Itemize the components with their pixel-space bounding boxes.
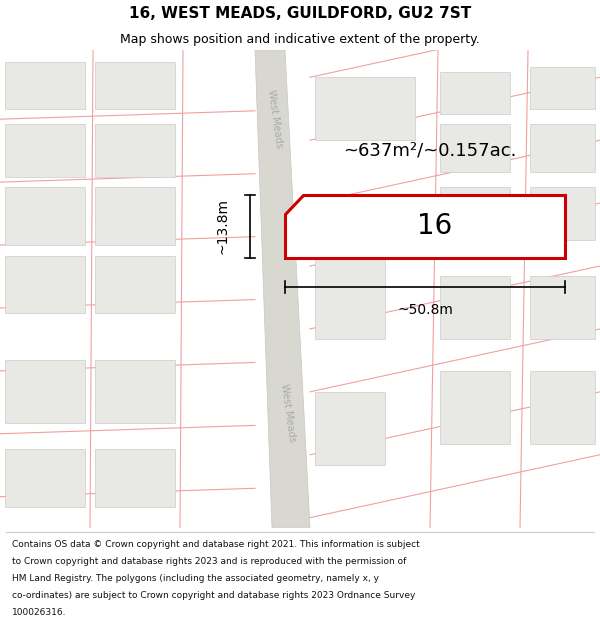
Bar [5,256,85,313]
Text: co-ordinates) are subject to Crown copyright and database rights 2023 Ordnance S: co-ordinates) are subject to Crown copyr… [12,591,415,599]
Text: to Crown copyright and database rights 2023 and is reproduced with the permissio: to Crown copyright and database rights 2… [12,557,406,566]
Bar [440,188,510,240]
Bar [440,72,510,114]
Text: HM Land Registry. The polygons (including the associated geometry, namely x, y: HM Land Registry. The polygons (includin… [12,574,379,582]
Bar [530,371,595,444]
Polygon shape [285,195,565,258]
Polygon shape [255,50,310,528]
Text: ~13.8m: ~13.8m [215,198,229,254]
Bar [315,256,385,339]
Bar [5,449,85,507]
Bar [440,276,510,339]
Bar [315,78,415,140]
Text: 100026316.: 100026316. [12,608,67,616]
Bar [95,188,175,245]
Bar [440,371,510,444]
Bar [95,124,175,177]
Bar [5,188,85,245]
Bar [95,361,175,423]
Text: Contains OS data © Crown copyright and database right 2021. This information is : Contains OS data © Crown copyright and d… [12,540,420,549]
Text: ~50.8m: ~50.8m [397,303,453,317]
Bar [530,124,595,172]
Bar [440,124,510,172]
Bar [95,449,175,507]
Bar [530,188,595,240]
Text: 16, WEST MEADS, GUILDFORD, GU2 7ST: 16, WEST MEADS, GUILDFORD, GU2 7ST [129,6,471,21]
Bar [530,276,595,339]
Text: 16: 16 [418,212,452,240]
Bar [95,256,175,313]
Bar [5,124,85,177]
Text: Map shows position and indicative extent of the property.: Map shows position and indicative extent… [120,32,480,46]
Bar [5,61,85,109]
Bar [315,392,385,465]
Bar [530,67,595,109]
Text: West Meads: West Meads [266,89,284,149]
Text: West Meads: West Meads [279,383,297,442]
Text: ~637m²/~0.157ac.: ~637m²/~0.157ac. [343,142,517,159]
Bar [95,61,175,109]
Bar [5,361,85,423]
